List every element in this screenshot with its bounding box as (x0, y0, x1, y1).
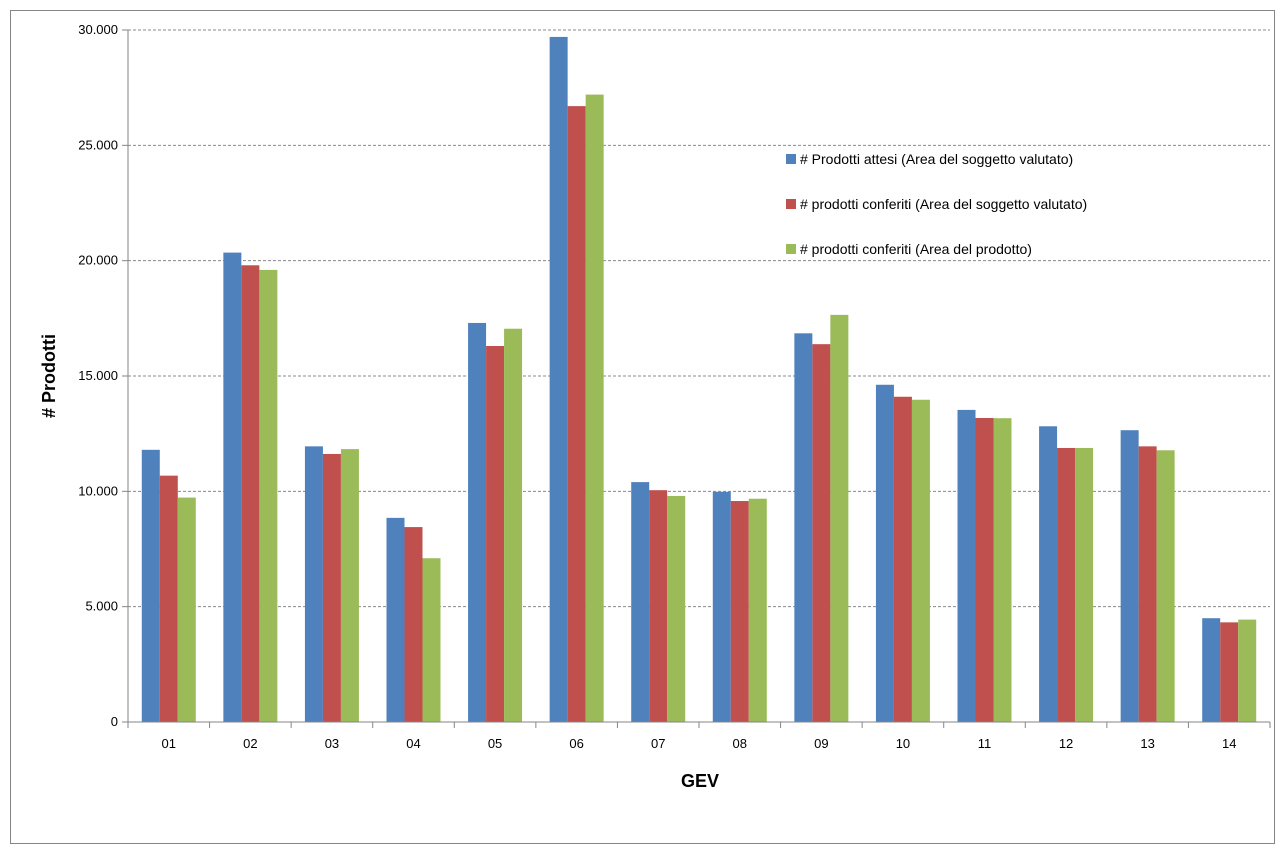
y-tick-label: 25.000 (78, 137, 118, 152)
legend-swatch-series-1 (786, 154, 796, 164)
bar-series-1-12 (1039, 426, 1058, 722)
y-tick-label: 5.000 (85, 599, 118, 614)
bar-series-2-11 (975, 417, 994, 722)
bar-series-1-08 (712, 491, 731, 722)
x-tick-label: 05 (488, 736, 502, 751)
bar-series-3-01 (177, 497, 196, 722)
x-tick-label: 12 (1059, 736, 1073, 751)
bar-series-2-07 (649, 490, 668, 722)
bar-series-3-02 (259, 269, 278, 722)
x-tick-label: 13 (1140, 736, 1154, 751)
bar-series-3-07 (667, 495, 686, 722)
bar-series-3-14 (1238, 619, 1257, 722)
bar-series-2-06 (567, 106, 586, 723)
x-tick-labels: 01 02 03 04 05 06 07 08 09 10 11 12 13 14 (162, 736, 1237, 751)
y-tick-label: 10.000 (78, 483, 118, 498)
bar-series-2-02 (241, 265, 260, 722)
bar-series-1-06 (549, 36, 568, 723)
bars (141, 36, 1257, 723)
legend-label-series-1: # Prodotti attesi (Area del soggetto val… (800, 151, 1073, 167)
bar-series-3-05 (504, 328, 523, 722)
x-tick-label: 06 (569, 736, 583, 751)
x-tick-label: 08 (733, 736, 747, 751)
bar-series-3-03 (340, 449, 359, 722)
bar-series-2-05 (486, 346, 505, 722)
bar-series-1-10 (875, 384, 894, 722)
bar-series-2-09 (812, 344, 831, 722)
y-tick-labels: 0 5.000 10.000 15.000 20.000 25.000 30.000 (78, 22, 118, 729)
bar-series-3-04 (422, 558, 441, 722)
x-tick-label: 07 (651, 736, 665, 751)
bar-series-1-14 (1202, 618, 1221, 722)
bar-series-2-04 (404, 527, 423, 722)
x-tick-label: 10 (896, 736, 910, 751)
x-tick-label: 01 (162, 736, 176, 751)
x-tick-label: 02 (243, 736, 257, 751)
bar-series-1-01 (141, 449, 160, 722)
bar-series-1-13 (1120, 430, 1139, 722)
legend-swatch-series-2 (786, 199, 796, 209)
bar-series-3-06 (585, 94, 604, 722)
x-tick-label: 04 (406, 736, 420, 751)
legend-swatch-series-3 (786, 244, 796, 254)
x-tick-label: 03 (325, 736, 339, 751)
bar-series-1-03 (304, 446, 323, 722)
bar-series-2-14 (1220, 622, 1239, 722)
bar-series-1-04 (386, 517, 405, 722)
bar-series-1-07 (631, 482, 650, 722)
x-tick-label: 14 (1222, 736, 1236, 751)
gridlines (128, 29, 1270, 608)
bar-series-3-11 (993, 418, 1012, 722)
legend: # Prodotti attesi (Area del soggetto val… (786, 151, 1087, 257)
axes (122, 29, 1271, 728)
y-tick-label: 15.000 (78, 368, 118, 383)
x-axis-title: GEV (681, 771, 719, 791)
legend-label-series-3: # prodotti conferiti (Area del prodotto) (800, 241, 1032, 257)
bar-series-2-03 (322, 453, 341, 722)
bar-series-1-11 (957, 409, 976, 722)
bar-series-2-10 (893, 396, 912, 722)
bar-series-1-02 (223, 252, 242, 723)
y-tick-label: 0 (111, 714, 118, 729)
x-tick-label: 11 (978, 736, 992, 751)
bar-series-1-09 (794, 333, 813, 722)
bar-series-2-12 (1057, 447, 1076, 722)
y-axis-title: # Prodotti (39, 334, 59, 418)
legend-label-series-2: # prodotti conferiti (Area del soggetto … (800, 196, 1087, 212)
bar-series-3-12 (1075, 447, 1094, 722)
bar-series-3-09 (830, 314, 849, 722)
bar-series-2-01 (159, 475, 178, 722)
y-tick-label: 30.000 (78, 22, 118, 37)
bar-series-3-13 (1156, 450, 1175, 722)
bar-series-3-10 (911, 399, 930, 722)
bar-series-3-08 (748, 498, 767, 722)
bar-series-2-08 (730, 501, 749, 722)
y-tick-label: 20.000 (78, 253, 118, 268)
bar-series-1-05 (468, 322, 487, 722)
bar-series-2-13 (1138, 446, 1157, 722)
x-tick-label: 09 (814, 736, 828, 751)
